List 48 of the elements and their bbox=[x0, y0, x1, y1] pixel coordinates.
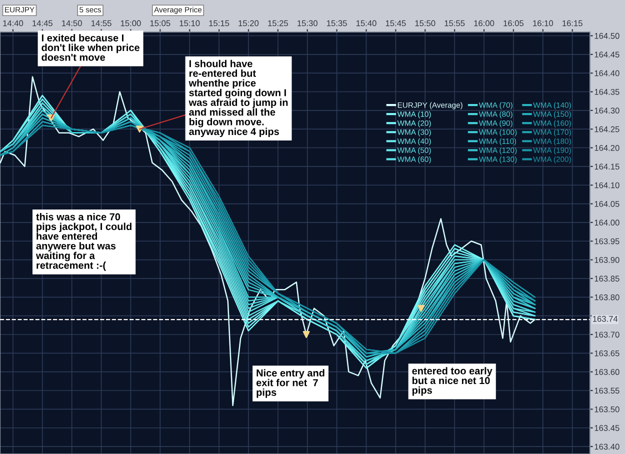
x-tick-label: 15:00 bbox=[120, 20, 141, 26]
x-tick-label: 14:45 bbox=[32, 20, 52, 26]
y-tick-label: 164.15 bbox=[594, 164, 620, 170]
y-tick-label: 163.90 bbox=[594, 257, 620, 263]
y-tick-label: 163.95 bbox=[594, 238, 620, 244]
y-tick-label: 164.50 bbox=[594, 32, 620, 39]
x-tick-label: 14:50 bbox=[62, 20, 82, 26]
y-tick-label: 164.25 bbox=[594, 126, 620, 132]
y-tick-label: 164.35 bbox=[594, 88, 620, 95]
annotation: entered too early but a nice net 10 pips bbox=[412, 367, 492, 396]
y-tick-label: 164.00 bbox=[594, 220, 620, 226]
annotation: this was a nice 70 pips jackpot, I could have entered anywere but was waiting for a retracement :-( bbox=[36, 213, 132, 271]
x-tick-label: 16:05 bbox=[504, 20, 524, 26]
x-tick-label: 15:15 bbox=[209, 20, 230, 26]
y-tick-label: 164.30 bbox=[594, 108, 620, 114]
y-tick-label: 163.40 bbox=[594, 444, 620, 450]
x-tick-label: 15:40 bbox=[356, 20, 376, 26]
x-tick-label: 15:30 bbox=[298, 20, 318, 26]
y-tick-label: 163.60 bbox=[594, 369, 620, 375]
x-tick-label: 15:20 bbox=[238, 20, 259, 26]
ref-line-label: 163.74 bbox=[592, 316, 618, 322]
x-tick-label: 14:55 bbox=[92, 20, 112, 26]
y-tick-label: 163.70 bbox=[594, 332, 620, 338]
x-tick-label: 16:10 bbox=[533, 20, 554, 26]
x-tick-label: 15:45 bbox=[386, 20, 406, 26]
y-tick-label: 164.10 bbox=[594, 182, 620, 188]
x-tick-label: 14:40 bbox=[3, 20, 24, 26]
x-tick-label: 16:15 bbox=[562, 20, 582, 26]
y-tick-label: 164.20 bbox=[594, 144, 620, 151]
x-tick-label: 15:25 bbox=[268, 20, 288, 26]
x-tick-label: 15:55 bbox=[444, 20, 465, 26]
y-tick-label: 164.05 bbox=[594, 200, 620, 207]
annotation: I should have re-entered but whenthe price started going down I was afraid to jump in and missed all the big down move. anyway nice 4 pips bbox=[188, 60, 288, 138]
y-tick-label: 163.45 bbox=[594, 425, 620, 431]
y-tick-label: 163.85 bbox=[594, 276, 620, 282]
y-tick-label: 163.50 bbox=[594, 406, 620, 412]
y-tick-label: 164.40 bbox=[594, 70, 620, 76]
x-tick-label: 16:00 bbox=[474, 20, 494, 26]
y-tick-label: 164.45 bbox=[594, 52, 620, 58]
y-tick-label: 163.80 bbox=[594, 294, 620, 300]
annotation: Nice entry and exit for net 7 pips bbox=[256, 369, 324, 398]
x-tick-label: 15:10 bbox=[180, 20, 200, 26]
x-tick-label: 15:35 bbox=[327, 20, 347, 26]
x-tick-label: 15:50 bbox=[415, 20, 436, 26]
y-tick-label: 163.65 bbox=[594, 350, 620, 356]
x-tick-label: 15:05 bbox=[150, 20, 170, 26]
y-tick-label: 163.55 bbox=[594, 388, 620, 394]
annotation: I exited because I don't like when price doesn't move bbox=[42, 34, 140, 61]
